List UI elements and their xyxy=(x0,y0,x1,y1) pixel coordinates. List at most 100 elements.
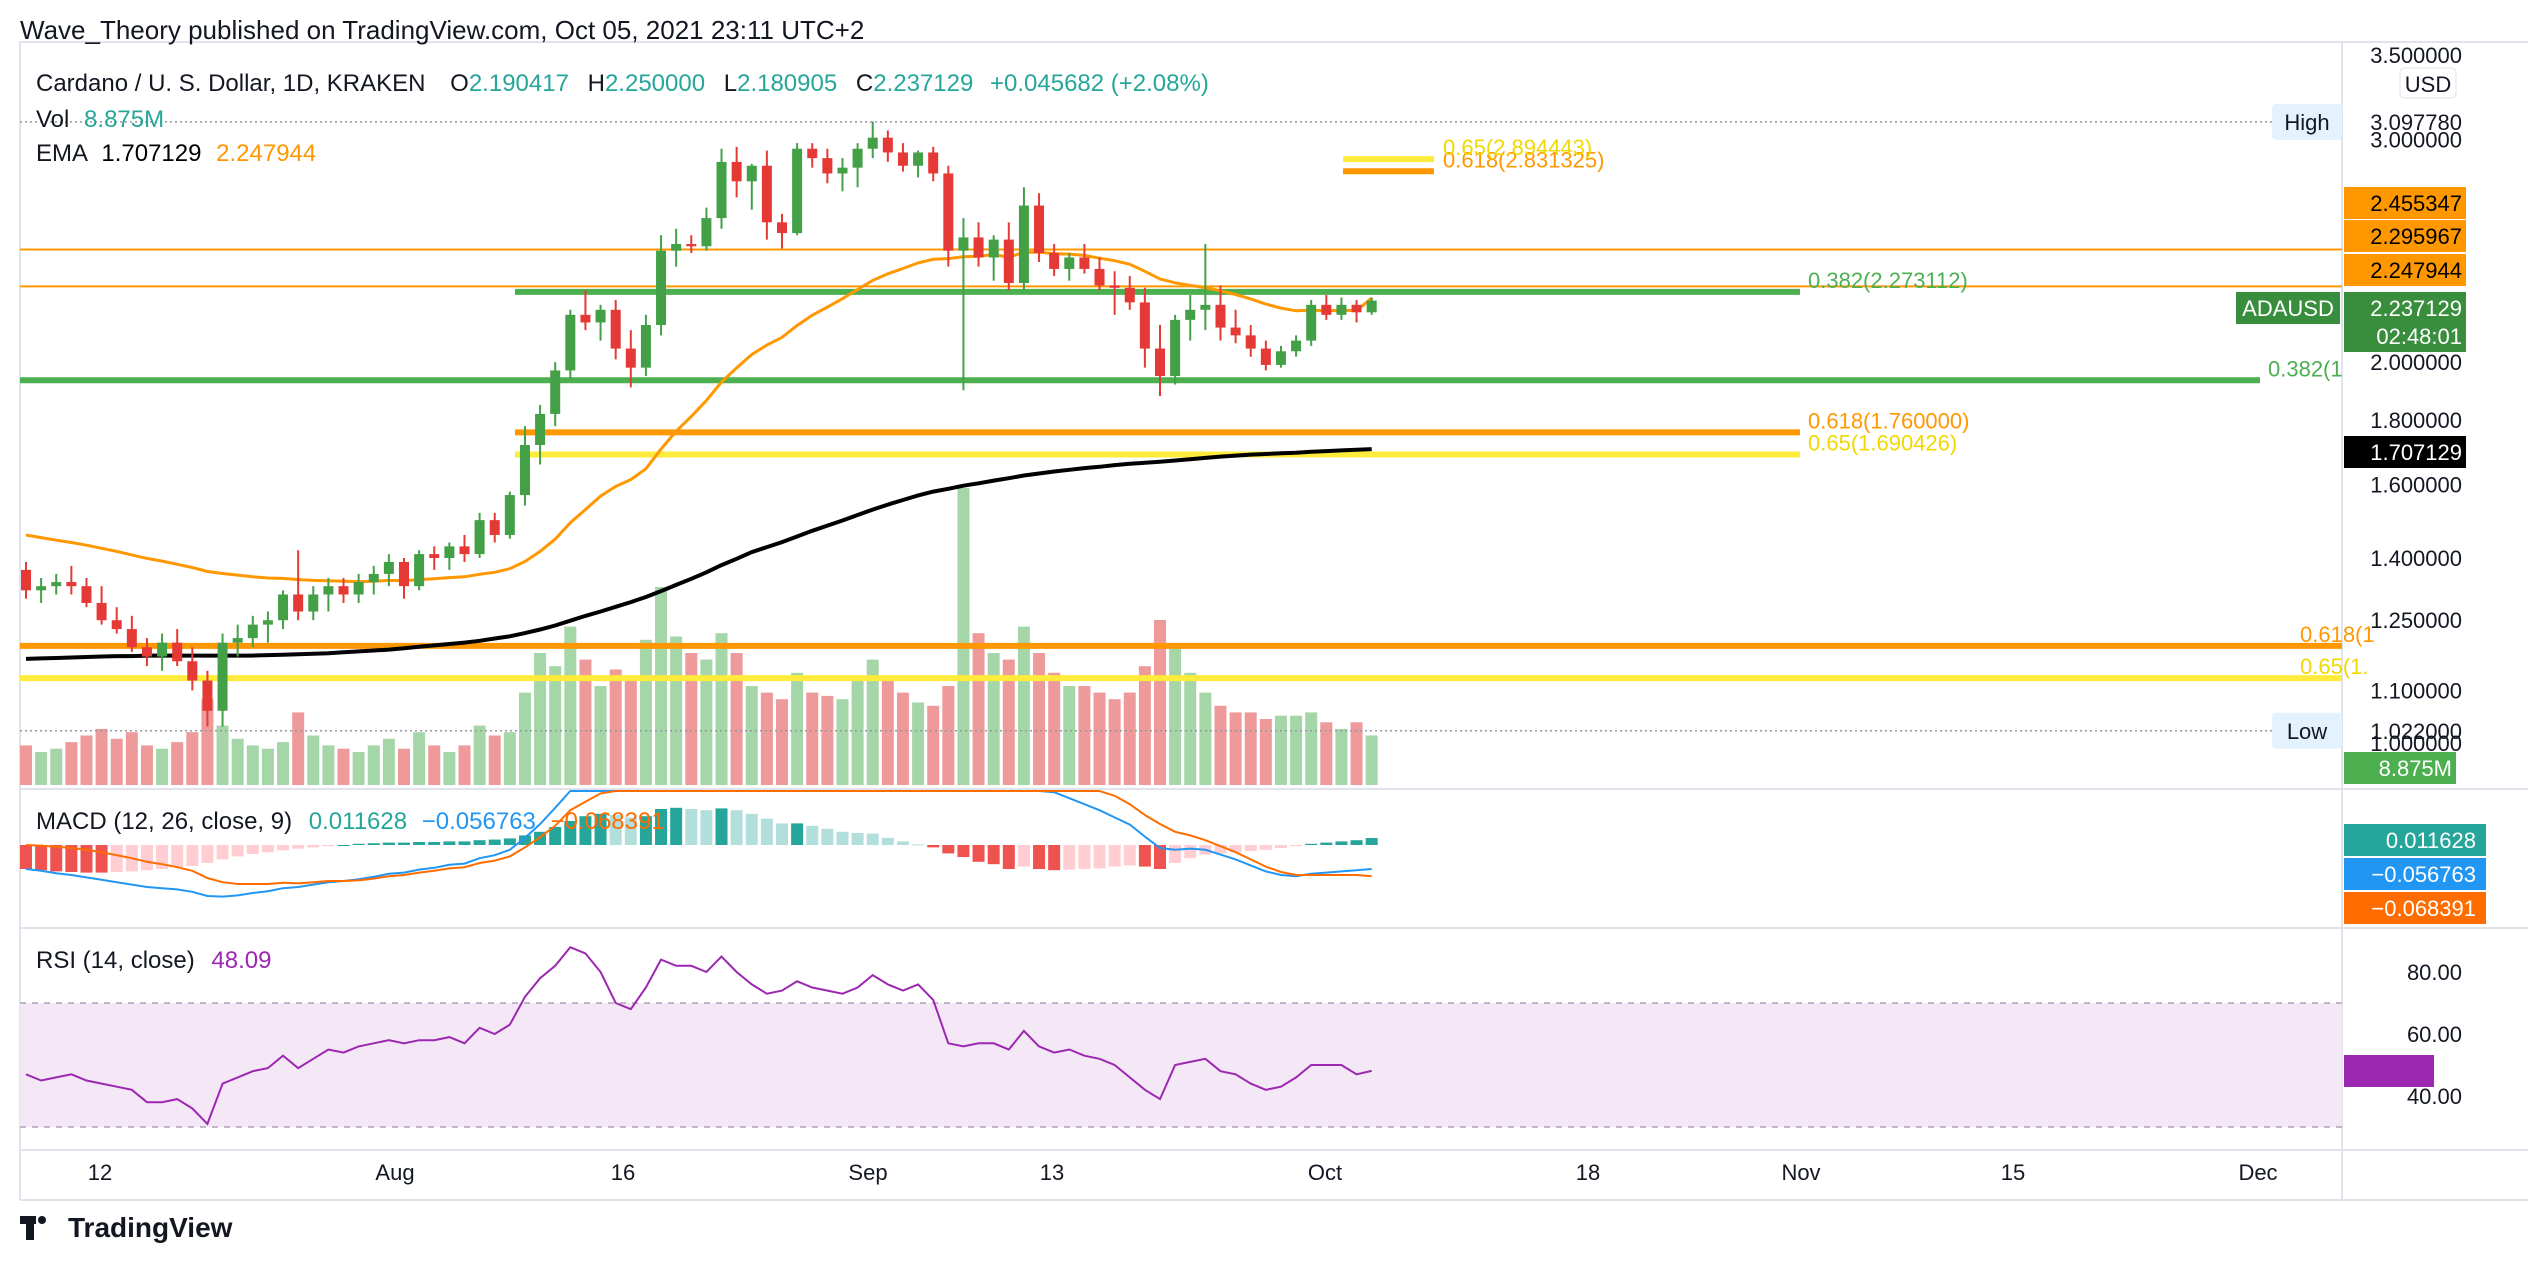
symbol-tag-text: ADAUSD xyxy=(2242,296,2334,321)
macd-hist-bar xyxy=(1063,845,1076,870)
rsi-tick-label: 60.00 xyxy=(2407,1022,2462,1047)
candle-body xyxy=(96,602,107,621)
rsi-line xyxy=(25,945,1372,1126)
macd-hist-bar xyxy=(866,833,879,845)
time-axis-label: 13 xyxy=(1040,1160,1064,1185)
macd-hist-bar xyxy=(1093,845,1106,869)
candle-body xyxy=(1003,239,1014,284)
volume-bar xyxy=(987,653,1000,785)
macd-hist-bar xyxy=(110,845,123,872)
macd-hist-bar xyxy=(1002,845,1015,869)
volume-label: Vol xyxy=(36,106,70,133)
candle-body xyxy=(262,620,273,625)
price-tick-label: 1.800000 xyxy=(2370,408,2462,433)
time-axis-label: Oct xyxy=(1308,1160,1342,1185)
macd-hist-bar xyxy=(972,845,985,862)
volume-bar xyxy=(337,748,350,785)
macd-hist-bar xyxy=(836,831,849,845)
candle-body xyxy=(1185,309,1196,320)
volume-bar xyxy=(1048,672,1061,785)
volume-bar xyxy=(851,679,864,785)
candle-body xyxy=(399,561,409,587)
volume-bar xyxy=(549,666,562,785)
macd-hist-bar xyxy=(20,845,32,869)
macd-hist-bar xyxy=(322,845,335,847)
time-axis-label: Dec xyxy=(2238,1160,2277,1185)
volume-bar xyxy=(1350,722,1363,785)
candle-body xyxy=(1200,304,1211,310)
macd-hist-bar xyxy=(881,837,894,845)
volume-bar xyxy=(261,748,274,785)
macd-tag-box xyxy=(2344,824,2486,856)
volume-bar xyxy=(1335,728,1348,785)
candle-body xyxy=(1155,348,1165,377)
candle-body xyxy=(368,573,379,583)
volume-bar xyxy=(534,653,547,785)
volume-bar xyxy=(1063,686,1076,785)
macd-hist-bar xyxy=(413,842,426,845)
candle-body xyxy=(1018,205,1029,284)
macd-hist-bar xyxy=(398,842,410,845)
time-axis-label: Sep xyxy=(848,1160,887,1185)
macd-hist-bar xyxy=(957,845,970,857)
candle-body xyxy=(383,561,394,574)
macd-hist-bar xyxy=(685,809,698,845)
tradingview-logo[interactable]: TradingView xyxy=(20,1212,232,1244)
macd-hist-bar xyxy=(95,845,108,873)
candle-body xyxy=(172,642,183,662)
time-axis-label: Aug xyxy=(375,1160,414,1185)
candle-body xyxy=(323,586,334,595)
macd-hist-bar xyxy=(715,808,728,845)
candle-body xyxy=(157,642,168,657)
volume-bar xyxy=(1123,692,1136,785)
candle-body xyxy=(489,520,500,535)
price-tick-label: 1.000000 xyxy=(2370,731,2462,756)
macd-hist-bar xyxy=(382,842,395,845)
volume-bar xyxy=(156,748,169,785)
volume-bar xyxy=(927,705,940,785)
high-label: High xyxy=(2284,110,2329,135)
volume-bar xyxy=(1244,712,1257,785)
candle-body xyxy=(958,237,969,251)
candle-body xyxy=(1215,304,1226,328)
macd-signal-value: −0.068391 xyxy=(550,808,665,835)
macd-hist-bar xyxy=(307,845,320,848)
macd-hist-bar xyxy=(791,823,804,845)
volume-bar xyxy=(246,745,259,785)
tradingview-logo-icon xyxy=(20,1216,58,1240)
volume-bar xyxy=(20,745,32,785)
macd-line-value: −0.056763 xyxy=(421,808,536,835)
ema-slow-value: 1.707129 xyxy=(101,140,202,167)
price-tag-text: 2.237129 xyxy=(2370,296,2462,321)
volume-bar xyxy=(1138,666,1151,785)
candle-body xyxy=(913,152,924,166)
candle-body xyxy=(308,594,319,612)
candle-body xyxy=(928,152,939,174)
candle-body xyxy=(232,638,243,643)
macd-hist-bar xyxy=(1335,841,1348,845)
candle-body xyxy=(66,582,77,587)
ema-fast-value: 2.247944 xyxy=(216,140,317,167)
macd-hist-bar xyxy=(428,842,441,845)
candle-body xyxy=(1336,304,1347,315)
volume-bar xyxy=(80,735,93,785)
low-label: Low xyxy=(2287,719,2327,744)
macd-hist-bar xyxy=(806,825,819,845)
price-tag-box xyxy=(2344,292,2466,352)
price-unit-label: USD xyxy=(2405,72,2451,97)
macd-label: MACD (12, 26, close, 9) xyxy=(36,808,293,835)
candle-body xyxy=(414,554,425,587)
volume-bar xyxy=(488,735,501,785)
volume-bar xyxy=(125,732,138,785)
volume-bar xyxy=(518,692,531,785)
macd-hist-bar xyxy=(639,816,652,845)
volume-bar xyxy=(972,633,985,785)
candle-body xyxy=(126,629,137,648)
macd-hist-bar xyxy=(1108,845,1121,867)
volume-bar xyxy=(1274,715,1287,785)
volume-bar xyxy=(352,752,365,785)
rsi-tag-box xyxy=(2344,1055,2434,1087)
macd-hist-bar xyxy=(1169,845,1182,863)
macd-hist-bar xyxy=(261,845,274,853)
